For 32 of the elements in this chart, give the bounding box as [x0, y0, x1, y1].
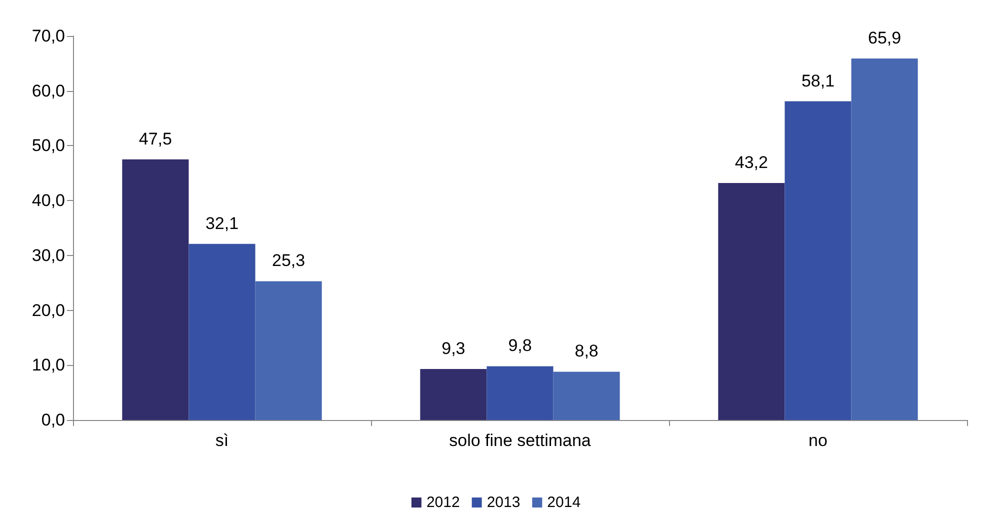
data-label: 25,3	[272, 251, 306, 270]
bar	[188, 244, 256, 420]
bar	[553, 372, 620, 420]
x-tick-label: solo fine settimana	[449, 431, 592, 450]
bar	[486, 366, 554, 420]
legend-label: 2014	[547, 494, 581, 511]
bar	[851, 58, 918, 420]
data-label: 58,1	[801, 71, 835, 90]
y-tick-label: 10,0	[32, 356, 65, 375]
legend-label: 2012	[426, 494, 460, 511]
bar	[420, 368, 487, 420]
y-tick-label: 20,0	[32, 300, 65, 320]
y-tick-label: 50,0	[32, 136, 65, 156]
y-tick-label: 70,0	[32, 26, 65, 46]
data-label: 9,8	[508, 336, 532, 356]
data-label: 65,9	[868, 28, 902, 48]
bar	[122, 159, 189, 420]
bar	[255, 281, 322, 420]
y-tick-label: 30,0	[32, 246, 65, 265]
data-label: 8,8	[574, 342, 598, 361]
y-tick-label: 60,0	[32, 81, 65, 100]
data-label: 43,2	[734, 153, 768, 172]
x-tick-label: no	[808, 431, 828, 450]
x-tick-label: sì	[215, 431, 229, 450]
bar	[718, 183, 785, 420]
data-label: 32,1	[205, 214, 239, 233]
data-label: 47,5	[138, 129, 172, 148]
data-label: 9,3	[442, 338, 466, 358]
legend-label: 2013	[486, 494, 520, 511]
bar	[784, 101, 852, 420]
y-tick-label: 40,0	[32, 191, 65, 210]
y-tick-label: 0,0	[41, 410, 65, 430]
